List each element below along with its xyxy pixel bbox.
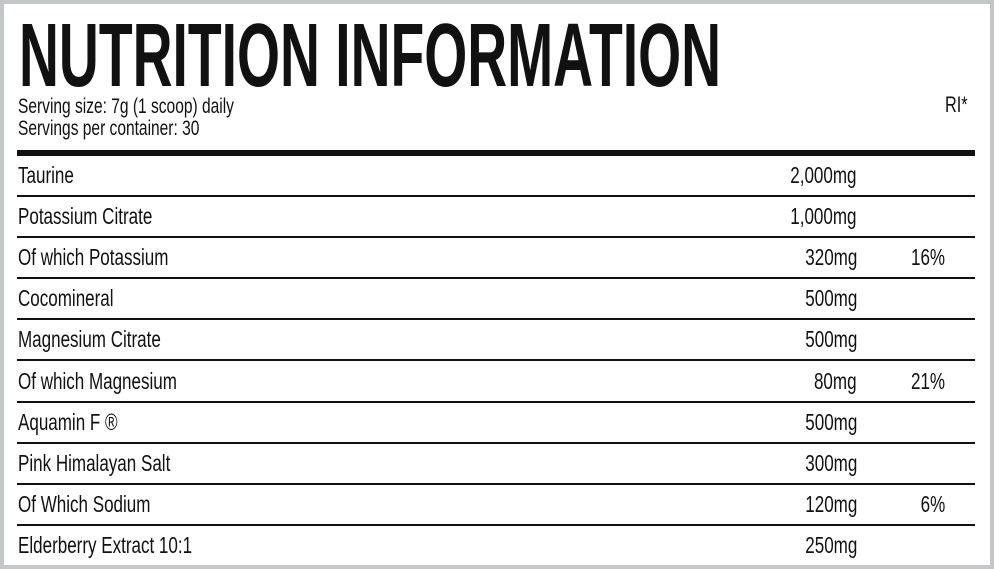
table-row: Cocomineral 500mg — [17, 279, 975, 321]
nutrient-amount: 500mg — [804, 285, 857, 312]
table-row: Pink Himalayan Salt 300mg — [17, 444, 975, 485]
nutrient-name: Of Which Sodium — [18, 490, 151, 517]
header-divider — [17, 150, 975, 156]
table-row: Of Which Sodium 120mg 6% — [17, 485, 975, 526]
servings-per-container: Servings per container: 30 — [18, 117, 200, 140]
nutrient-ri: 6% — [920, 490, 945, 517]
nutrient-ri: 21% — [910, 367, 945, 394]
nutrient-amount: 120mg — [804, 490, 857, 517]
nutrient-amount: 80mg — [814, 367, 857, 394]
ri-header: RI* — [945, 92, 968, 117]
page-title: NUTRITION INFORMATION — [19, 14, 721, 94]
nutrient-amount: 250mg — [804, 531, 857, 558]
table-row: Magnesium Citrate 500mg — [17, 320, 975, 362]
nutrient-amount: 500mg — [804, 408, 857, 435]
nutrient-name: Taurine — [18, 162, 74, 188]
nutrient-name: Of which Potassium — [18, 244, 169, 271]
nutrient-name: Aquamin F ® — [18, 408, 118, 435]
serving-size: Serving size: 7g (1 scoop) daily — [18, 95, 234, 118]
table-row: Taurine 2,000mg — [17, 156, 975, 197]
svg-text:NUTRITION INFORMATION: NUTRITION INFORMATION — [19, 14, 721, 94]
nutrient-amount: 1,000mg — [790, 203, 857, 230]
nutrient-amount: 500mg — [804, 326, 857, 353]
nutrient-name: Elderberry Extract 10:1 — [18, 531, 193, 558]
nutrient-name: Pink Himalayan Salt — [18, 449, 171, 476]
table-row: Of which Potassium 320mg 16% — [17, 238, 975, 280]
table-row: Potassium Citrate 1,000mg — [17, 197, 975, 239]
nutrient-ri: 16% — [910, 244, 945, 271]
table-row: Elderberry Extract 10:1 250mg — [17, 526, 975, 565]
nutrient-name: Cocomineral — [18, 285, 114, 312]
nutrient-amount: 320mg — [804, 244, 857, 271]
nutrient-name: Magnesium Citrate — [18, 326, 161, 353]
nutrient-amount: 2,000mg — [790, 162, 857, 188]
nutrient-name: Potassium Citrate — [18, 203, 153, 230]
table-row: Aquamin F ® 500mg — [17, 403, 975, 444]
nutrient-amount: 300mg — [804, 449, 857, 476]
table-row: Of which Magnesium 80mg 21% — [17, 362, 975, 403]
nutrient-name: Of which Magnesium — [18, 367, 177, 394]
